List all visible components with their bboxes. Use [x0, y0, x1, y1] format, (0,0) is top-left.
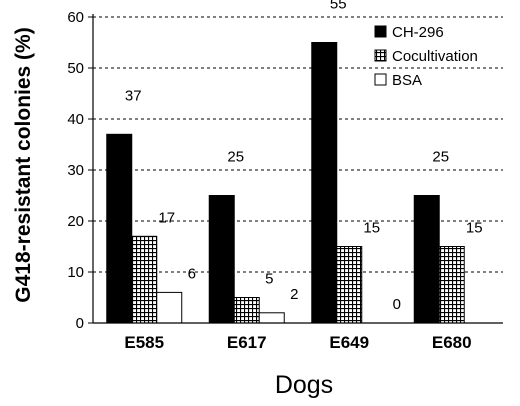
y-axis: 0 10 20 30 40 50 60 [67, 9, 94, 332]
y-tick-label: 0 [76, 315, 84, 332]
bar-cocultivation-e649 [336, 246, 363, 324]
y-tick-label: 40 [67, 111, 84, 128]
y-tick-label: 50 [67, 60, 84, 77]
x-axis: E585 E617 E649 E680 [93, 322, 503, 352]
y-tick-label: 20 [67, 213, 84, 230]
legend-label: BSA [392, 72, 422, 89]
legend-swatch [374, 73, 387, 86]
bar-cocultivation-e617 [233, 297, 260, 324]
x-tick-label: E649 [329, 333, 369, 352]
x-axis-title: Dogs [275, 371, 333, 399]
bars [106, 42, 465, 324]
legend-swatch [374, 49, 387, 62]
bar-cocultivation-e585 [131, 235, 158, 324]
data-label: 0 [393, 296, 401, 313]
x-tick-label: E585 [124, 333, 164, 352]
legend-label: Cocultivation [392, 48, 478, 65]
y-axis-title: G418-resistant colonies (%) [12, 27, 35, 302]
data-label: 15 [466, 220, 483, 237]
data-label: 55 [330, 0, 347, 13]
bar-cocultivation-e680 [438, 246, 465, 324]
bar-bsa-e617 [258, 312, 285, 324]
data-label: 5 [265, 271, 273, 288]
y-tick-label: 30 [67, 162, 84, 179]
x-tick-label: E617 [227, 333, 267, 352]
y-tick-label: 10 [67, 264, 84, 281]
data-label: 17 [158, 209, 175, 226]
x-tick-label: E680 [432, 333, 472, 352]
data-label: 25 [432, 149, 449, 166]
grid-lines [93, 16, 503, 273]
data-label: 25 [227, 149, 244, 166]
y-tick-label: 60 [67, 9, 84, 26]
data-label: 37 [125, 87, 142, 104]
bar-bsa-e585 [156, 291, 183, 324]
bar-ch-296-e649 [311, 42, 338, 324]
legend: CH-296 Cocultivation BSA [374, 24, 478, 89]
data-label: 6 [188, 265, 196, 282]
data-label: 15 [363, 220, 380, 237]
bar-ch-296-e585 [106, 133, 133, 324]
legend-swatch [374, 25, 387, 38]
data-label: 2 [290, 286, 298, 303]
legend-label: CH-296 [392, 24, 444, 41]
bar-ch-296-e617 [208, 195, 235, 324]
bar-ch-296-e680 [413, 195, 440, 324]
